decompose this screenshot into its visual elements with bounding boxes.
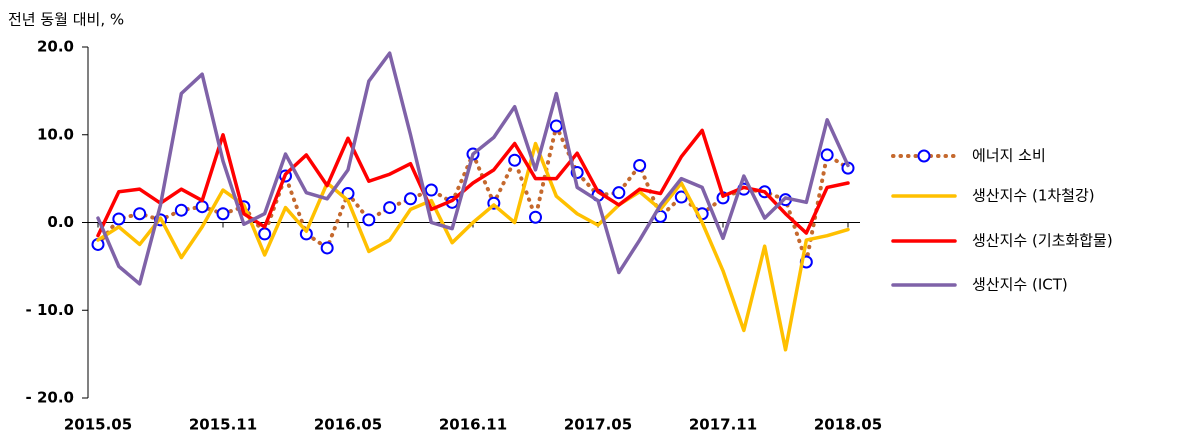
legend-marker xyxy=(917,149,931,163)
x-tick-label: 2016.05 xyxy=(314,416,382,434)
marker xyxy=(549,119,563,133)
marker xyxy=(383,201,397,215)
y-tick-label: 0.0 xyxy=(47,213,74,231)
marker xyxy=(424,183,438,197)
y-axis-label: 전년 동월 대비, % xyxy=(8,11,124,29)
marker xyxy=(633,158,647,172)
marker xyxy=(112,212,126,226)
marker xyxy=(133,207,147,221)
marker xyxy=(404,192,417,206)
marker xyxy=(320,241,334,255)
x-tick-label: 2015.05 xyxy=(64,416,132,434)
x-tick-label: 2017.05 xyxy=(564,416,632,434)
marker xyxy=(195,200,209,214)
legend-label: 생산지수 (ICT) xyxy=(972,276,1068,294)
marker xyxy=(174,203,188,217)
x-tick-label: 2018.05 xyxy=(814,416,882,434)
x-tick-label: 2017.11 xyxy=(689,416,757,434)
marker xyxy=(362,213,376,227)
marker xyxy=(529,210,542,224)
y-tick-label: - 20.0 xyxy=(26,389,74,407)
marker xyxy=(258,227,272,241)
series-line xyxy=(96,128,850,238)
legend-label: 생산지수 (1차철강) xyxy=(972,187,1095,205)
series-line xyxy=(96,123,850,264)
y-tick-label: 20.0 xyxy=(37,38,74,56)
legend-label: 생산지수 (기초화합물) xyxy=(972,232,1113,250)
series-line xyxy=(96,141,850,352)
y-tick-label: - 10.0 xyxy=(26,301,74,319)
marker xyxy=(216,207,230,221)
x-tick-label: 2016.11 xyxy=(439,416,507,434)
y-tick-label: 10.0 xyxy=(37,125,74,143)
marker xyxy=(508,153,522,167)
x-tick-label: 2015.11 xyxy=(189,416,257,434)
marker xyxy=(612,186,626,200)
marker xyxy=(820,148,834,162)
series-line xyxy=(96,51,850,286)
legend-label: 에너지 소비 xyxy=(972,147,1046,165)
